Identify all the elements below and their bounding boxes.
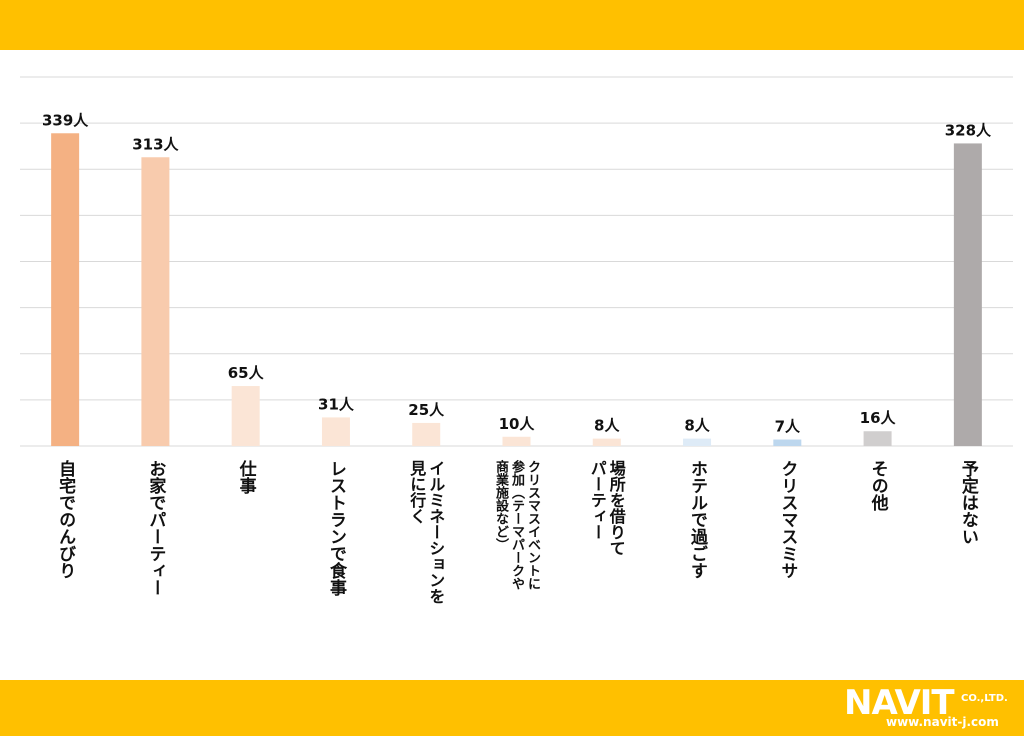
value-label-10: 328人 [945, 121, 992, 139]
category-label-2-line-0: 仕事 [236, 459, 258, 495]
category-label-7: ホテルで過ごす [687, 460, 708, 579]
category-label-6-line-1: パーティー [588, 460, 607, 540]
bar-9 [863, 431, 892, 446]
category-label-2: 仕事 [236, 459, 258, 495]
category-label-5-line-2: 商業施設など） [493, 459, 510, 551]
value-label-6: 8人 [594, 417, 620, 435]
category-label-3-line-0: レストランで食事 [326, 460, 347, 597]
value-label-4: 25人 [408, 401, 445, 419]
category-label-5-line-1: 参加（テーマパークや [509, 459, 526, 590]
bar-7 [683, 438, 712, 446]
category-label-0-line-0: 自宅でのんびり [55, 459, 76, 579]
top-banner [0, 0, 1024, 50]
bar-6 [592, 438, 621, 446]
bar-3 [321, 417, 350, 446]
category-label-9-line-0: その他 [868, 460, 890, 511]
value-label-3: 31人 [318, 395, 355, 413]
bar-4 [412, 422, 441, 446]
logo-company-suffix: CO.,LTD. [961, 693, 1008, 704]
navit-logo: NAVIT CO.,LTD. www.navit-j.com [844, 683, 1014, 733]
value-label-5: 10人 [499, 415, 536, 433]
category-label-0: 自宅でのんびり [55, 459, 76, 579]
bar-1 [141, 157, 170, 446]
category-label-4-line-0: イルミネーションを [426, 460, 445, 604]
category-label-8: クリスマスミサ [777, 460, 797, 579]
value-label-0: 339人 [42, 111, 89, 129]
logo-wordmark: NAVIT [844, 683, 955, 723]
value-label-7: 8人 [684, 417, 710, 435]
bottom-banner [0, 680, 1024, 736]
category-label-10-line-0: 予定はない [958, 460, 979, 545]
bar-0 [51, 133, 80, 446]
value-label-8: 7人 [775, 418, 801, 436]
logo-url: www.navit-j.com [886, 715, 999, 729]
category-label-3: レストランで食事 [326, 460, 347, 597]
category-label-9: その他 [868, 460, 890, 511]
category-label-10: 予定はない [958, 460, 979, 545]
category-label-7-line-0: ホテルで過ごす [687, 460, 708, 579]
category-label-5-line-0: クリスマスイベントに [525, 460, 541, 590]
value-label-2: 65人 [228, 364, 265, 382]
category-label-4-line-1: 見に行く [407, 460, 427, 524]
category-label-8-line-0: クリスマスミサ [777, 460, 797, 579]
bar-2 [231, 386, 260, 446]
category-label-6-line-0: 場所を借りて [607, 460, 627, 556]
value-label-9: 16人 [860, 409, 897, 427]
bar-8 [773, 439, 802, 446]
bar-5 [502, 436, 531, 446]
value-label-1: 313人 [132, 135, 179, 153]
category-label-1: お家でパーティー [145, 460, 166, 596]
category-label-1-line-0: お家でパーティー [145, 460, 166, 596]
bar-10 [953, 143, 982, 447]
